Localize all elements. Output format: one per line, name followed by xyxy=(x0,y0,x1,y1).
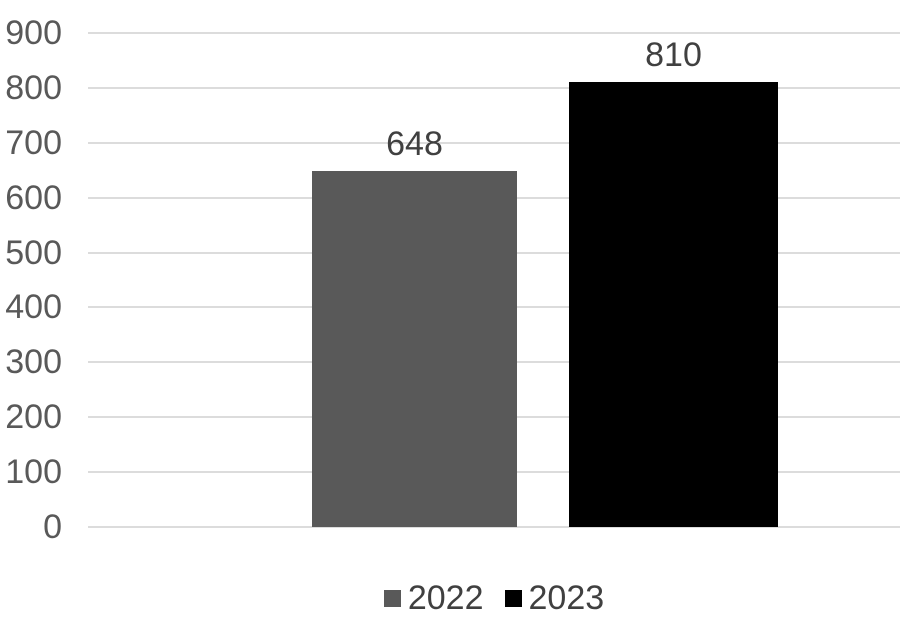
bar-2022 xyxy=(312,171,517,527)
y-axis-tick-label: 900 xyxy=(5,14,62,52)
y-axis-tick-label: 700 xyxy=(5,123,62,162)
legend-item-2023: 2023 xyxy=(504,579,605,617)
legend-swatch-2022-icon xyxy=(383,589,401,607)
bar-2023 xyxy=(569,82,778,527)
gridline xyxy=(88,86,900,89)
plot-area: 648 810 xyxy=(88,32,900,528)
y-axis-tick-label: 800 xyxy=(5,68,62,107)
bar-2023-value-label: 810 xyxy=(645,36,702,75)
y-axis: 0 100 200 300 400 500 600 700 800 900 xyxy=(0,16,62,544)
gridline xyxy=(88,32,900,34)
legend-swatch-2023-icon xyxy=(504,589,522,607)
y-axis-tick-label: 0 xyxy=(43,508,62,546)
legend-label-2022: 2022 xyxy=(407,579,484,617)
bar-2022-value-label: 648 xyxy=(386,125,443,164)
y-axis-tick-label: 100 xyxy=(5,453,62,492)
y-axis-tick-label: 200 xyxy=(5,398,62,437)
legend-label-2023: 2023 xyxy=(528,579,605,617)
y-axis-tick-label: 600 xyxy=(5,178,62,217)
gridline xyxy=(88,526,900,528)
legend-item-2022: 2022 xyxy=(383,579,484,617)
gridline xyxy=(88,141,900,144)
y-axis-tick-label: 500 xyxy=(5,233,62,272)
legend: 2022 2023 xyxy=(88,581,900,615)
y-axis-tick-label: 300 xyxy=(5,343,62,382)
y-axis-tick-label: 400 xyxy=(5,288,62,327)
